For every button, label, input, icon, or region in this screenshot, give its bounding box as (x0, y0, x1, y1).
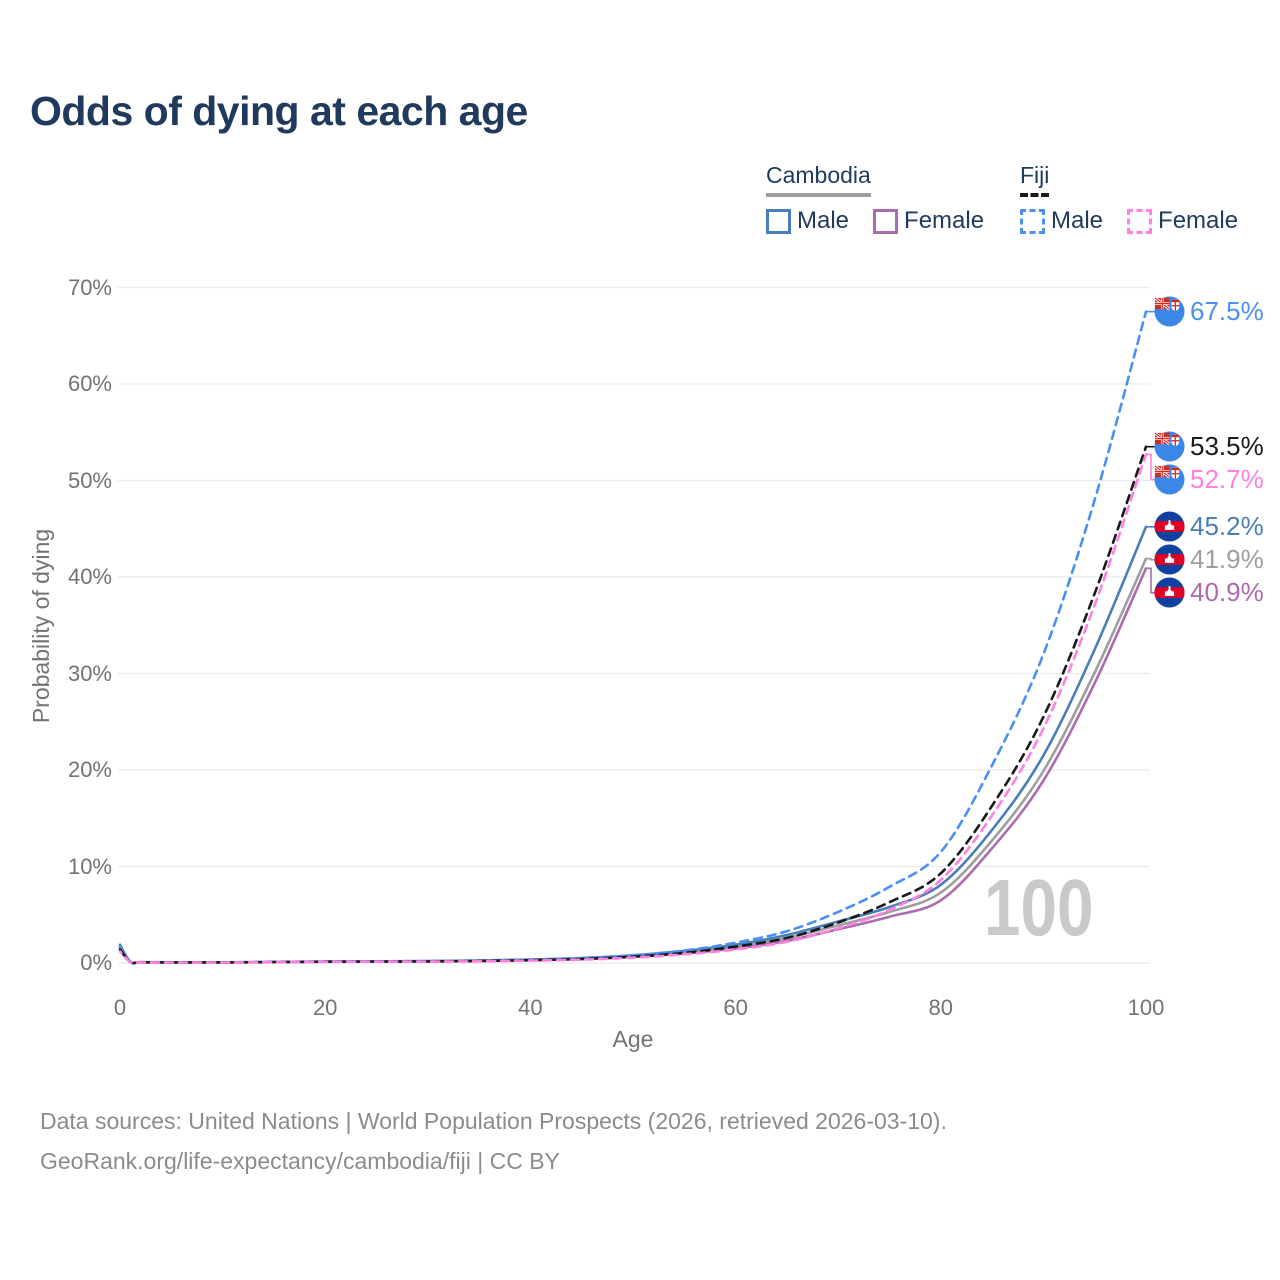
legend-item-label: Female (1158, 207, 1239, 234)
x-tick-80: 80 (928, 995, 954, 1020)
legend-group-title-fiji[interactable]: Fiji (1020, 162, 1050, 197)
cambodia-flag-icon (1154, 577, 1185, 608)
legend-items-row: Male Female (1020, 207, 1262, 235)
end-label-value: 40.9% (1190, 577, 1264, 608)
end-label-cambodia-male: 45.2% (1154, 511, 1264, 543)
legend-swatch-icon (766, 208, 791, 234)
end-label-fiji-male: 67.5% (1154, 296, 1264, 328)
legend-item-cambodia-female[interactable]: Female (873, 207, 984, 235)
x-tick-60: 60 (723, 995, 748, 1020)
x-tick-40: 40 (518, 995, 543, 1020)
fiji-flag-icon (1154, 464, 1185, 495)
footer-attribution: GeoRank.org/life-expectancy/cambodia/fij… (40, 1148, 560, 1174)
legend-swatch-icon (873, 208, 899, 234)
x-tick-0: 0 (113, 995, 127, 1020)
x-axis-title: Age (612, 1026, 654, 1052)
footer-sources: Data sources: United Nations | World Pop… (40, 1108, 947, 1134)
legend-group-cambodia: Cambodia Male Female (766, 162, 1008, 235)
y-tick-30: 30% (67, 660, 112, 686)
legend-group-fiji: Fiji Male Female (1020, 162, 1262, 235)
end-label-cambodia-both-sexes: 41.9% (1154, 544, 1264, 576)
end-label-connector (1146, 557, 1155, 561)
end-label-value: 67.5% (1190, 296, 1264, 327)
y-tick-20: 20% (67, 757, 112, 782)
y-tick-50: 50% (67, 467, 112, 493)
x-tick-20: 20 (312, 995, 338, 1020)
end-label-connector (1146, 567, 1155, 594)
age-watermark: 100 (984, 863, 1094, 952)
end-label-connector (1146, 453, 1155, 481)
legend-item-fiji-female[interactable]: Female (1127, 207, 1238, 235)
end-label-value: 52.7% (1190, 464, 1264, 495)
legend-item-label: Female (904, 207, 985, 234)
cambodia-flag-icon (1154, 511, 1185, 542)
legend-swatch-icon (1127, 208, 1153, 234)
legend-item-label: Male (797, 207, 850, 234)
page-title: Odds of dying at each age (30, 88, 528, 134)
legend-group-title-cambodia[interactable]: Cambodia (766, 162, 871, 197)
cambodia-flag-icon (1154, 544, 1185, 575)
legend-item-cambodia-male[interactable]: Male (766, 207, 849, 235)
series-line-fiji-female (118, 453, 1148, 965)
y-tick-70: 70% (67, 274, 112, 300)
y-tick-10: 10% (67, 853, 112, 879)
end-label-fiji-female: 52.7% (1154, 464, 1264, 496)
legend-swatch-icon (1020, 208, 1045, 234)
end-label-fiji-both-sexes: 53.5% (1154, 431, 1264, 463)
y-tick-60: 60% (67, 371, 112, 396)
end-label-cambodia-female: 40.9% (1154, 577, 1264, 609)
legend-item-fiji-male[interactable]: Male (1020, 207, 1103, 235)
y-axis-title: Probability of dying (28, 528, 54, 724)
legend-items-row: Male Female (766, 207, 1008, 235)
end-label-value: 45.2% (1190, 511, 1264, 542)
fiji-flag-icon (1154, 296, 1185, 327)
fiji-flag-icon (1154, 431, 1185, 462)
x-tick-100: 100 (1127, 995, 1165, 1020)
end-label-value: 53.5% (1190, 431, 1264, 462)
legend-item-label: Male (1051, 207, 1104, 234)
end-label-value: 41.9% (1190, 544, 1264, 575)
y-tick-0: 0% (80, 950, 112, 975)
y-tick-40: 40% (67, 564, 112, 589)
